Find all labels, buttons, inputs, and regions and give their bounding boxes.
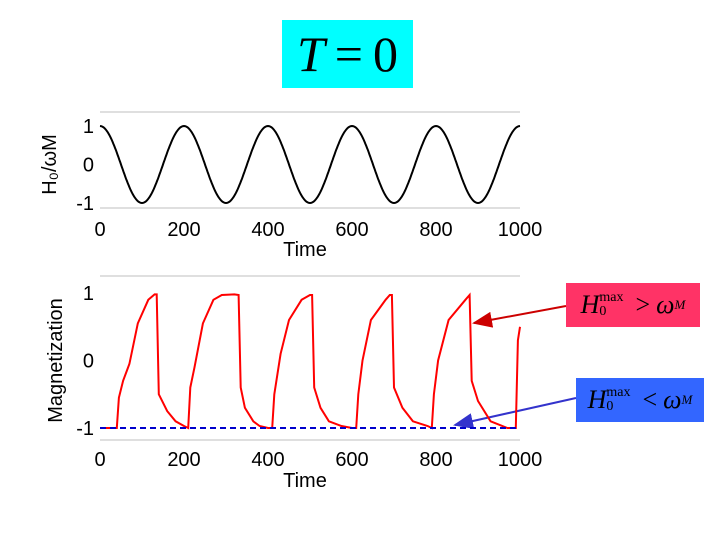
annotation-blue-box: H max 0 < ω M [576,378,704,422]
title-equals: = [334,26,363,82]
annotation-blue-sup: max [606,385,631,400]
y-tick-label-1-0: 1 [83,283,94,305]
annotation-red-H: H [580,290,600,319]
title-value: 0 [373,26,398,82]
x-tick-label-1-2: 400 [251,449,284,471]
annotation-red-rel: > [635,290,651,319]
x-tick-label-1-3: 600 [335,449,368,471]
x-tick-label-0-5: 1000 [498,219,543,241]
y-tick-label-0-1: 0 [83,155,94,177]
x-tick-label-1-5: 1000 [498,449,543,471]
x-tick-label-1-4: 800 [419,449,452,471]
x-tick-label-0-4: 800 [419,219,452,241]
annotation-blue-omega: ω [663,385,682,414]
title-box: T = 0 [282,20,413,88]
arrow-red [472,305,567,328]
x-tick-label-0-0: 0 [94,219,105,241]
x-tick-label-0-3: 600 [335,219,368,241]
x-tick-label-0-2: 400 [251,219,284,241]
y-tick-label-0-2: -1 [76,193,94,215]
annotation-red-sup: max [599,290,624,305]
y-axis-label-0: H₀/ωM [39,134,61,195]
x-axis-label-0: Time [283,239,327,261]
annotation-blue-M: M [681,392,693,407]
annotation-blue-rel: < [642,385,658,414]
annotation-red-box: H max 0 > ω M [566,283,700,327]
series-line-1-0 [100,292,521,430]
annotation-red-M: M [674,297,686,312]
series-line-0-0 [99,124,521,205]
annotation-blue-sub: 0 [606,399,614,414]
annotation-blue-H: H [587,385,607,414]
y-axis-label-1: Magnetization [45,298,67,423]
y-tick-label-1-2: -1 [76,418,94,440]
x-tick-label-1-0: 0 [94,449,105,471]
annotation-blue-scripts: max 0 [606,386,630,414]
title-variable: T [296,26,325,82]
annotation-red-scripts: max 0 [599,291,623,319]
annotation-red-sub: 0 [599,304,607,319]
x-axis-label-1: Time [283,470,327,492]
x-tick-label-1-1: 200 [167,449,200,471]
y-tick-label-1-1: 0 [83,351,94,373]
annotation-red-omega: ω [656,290,675,319]
y-tick-label-0-0: 1 [83,116,94,138]
x-tick-label-0-1: 200 [167,219,200,241]
